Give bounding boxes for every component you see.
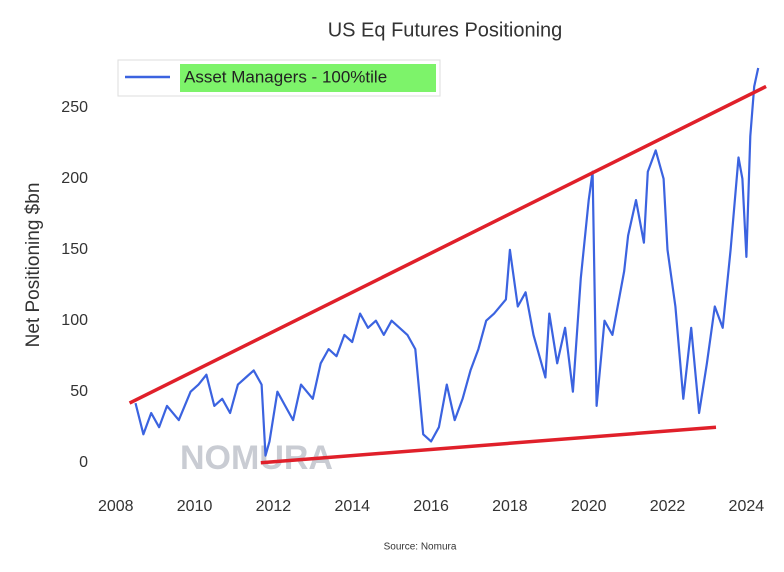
legend-label: Asset Managers - 100%tile (184, 67, 387, 86)
source: Source: Nomura (384, 542, 457, 553)
x-tick-label: 2020 (571, 498, 607, 515)
y-axis-label: Net Positioning $bn (23, 183, 44, 348)
x-tick-label: 2010 (177, 498, 213, 515)
x-tick-label: 2008 (98, 498, 134, 515)
x-tick-label: 2014 (334, 498, 370, 515)
y-tick-label: 200 (61, 170, 88, 187)
y-tick-label: 250 (61, 99, 88, 116)
x-tick-label: 2018 (492, 498, 528, 515)
data-line (134, 67, 760, 457)
x-tick-label: 2024 (729, 498, 765, 515)
x-tick-label: 2022 (650, 498, 686, 515)
trend-line (128, 84, 767, 405)
legend-highlight (180, 64, 436, 92)
y-tick-label: 50 (70, 383, 88, 400)
trend-line (260, 425, 717, 465)
x-tick-label: 2012 (256, 498, 292, 515)
legend: Asset Managers - 100%tile (117, 59, 441, 97)
y-tick-label: 150 (61, 241, 88, 258)
chart-title: US Eq Futures Positioning (328, 19, 563, 41)
y-tick-label: 0 (79, 454, 88, 471)
x-tick-label: 2016 (413, 498, 449, 515)
y-tick-label: 100 (61, 312, 88, 329)
